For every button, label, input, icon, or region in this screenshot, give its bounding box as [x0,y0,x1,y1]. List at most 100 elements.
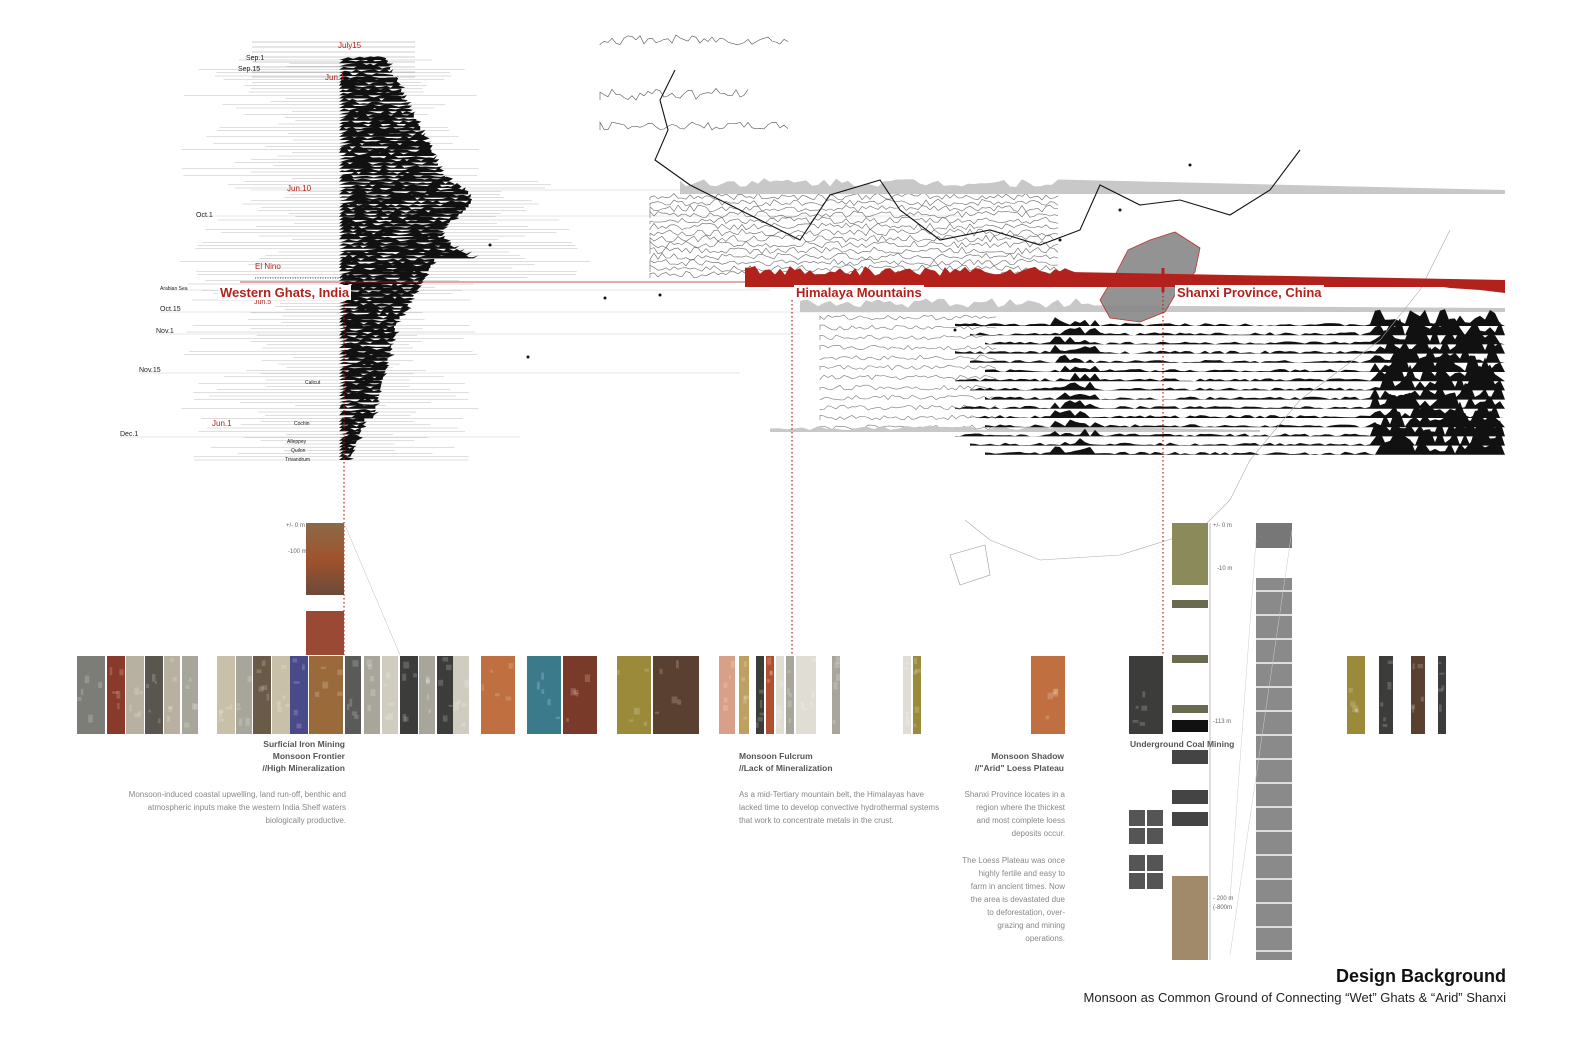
coal-core-sample [1172,600,1208,608]
ghats-profile-slice [339,445,355,451]
core-divider [1256,614,1292,616]
city-dot [658,293,662,297]
texture-speck [349,698,353,707]
ghats-profile-slice [339,115,417,121]
core-divider [1256,902,1292,904]
coal-thumbnail [1147,873,1163,889]
texture-speck [145,684,149,689]
texture-speck [134,687,139,695]
ghats-profile-slice [339,330,400,336]
texture-speck [403,661,410,669]
city-dot [953,328,957,332]
core-leader-line [1229,529,1293,956]
texture-speck [88,714,93,723]
mineral-texture-strip [217,656,235,734]
terrain-line [649,246,1059,255]
texture-speck [655,711,660,714]
mineral-texture-strip [290,656,308,734]
label-arabian-sea: Arabian Sea [160,286,188,292]
date-jun5: Jun.5 [254,299,272,306]
ghats-profile-slice [339,247,465,252]
mineral-texture-strip [364,656,380,734]
ghats-profile-slice [339,394,379,400]
mineral-texture-strip [527,656,561,734]
coal-core-sample [1172,790,1208,804]
core-divider [1256,926,1292,928]
place-shanxi: Shanxi Province, China [1175,285,1324,300]
date-el-nino: El Nino [255,262,281,271]
texture-speck [139,691,143,695]
texture-speck [767,680,770,683]
date-sep15: Sep.15 [238,66,261,73]
texture-speck [320,666,327,669]
ghats-profile-slice [339,378,382,384]
coal-core-sample [1172,876,1208,960]
mineral-texture-strip [345,656,361,734]
page-subtitle: Monsoon as Common Ground of Connecting “… [1083,990,1506,1005]
texture-speck [134,713,140,718]
city-dot [1188,163,1192,167]
texture-speck [786,688,790,694]
city-dot [1118,208,1122,212]
mineral-texture-strip [832,656,840,734]
texture-speck [1047,692,1053,700]
texture-speck [1348,687,1353,693]
terrain-line [819,384,997,391]
texture-speck [413,673,418,678]
ghats-profile-slice [339,391,380,396]
texture-speck [352,660,359,667]
ghats-profile-slice [339,211,460,217]
texture-speck [192,703,197,710]
texture-speck [584,674,591,683]
ghats-profile-slice [339,285,422,291]
texture-speck [741,677,746,682]
terrain-line [819,344,997,351]
ghats-profile-slice [339,362,390,368]
city-dot [488,243,492,247]
ghats-profile-slice [339,343,392,348]
ghats-profile-slice [339,401,381,406]
mineral-texture-strip [1129,656,1163,734]
ghats-profile-slice [339,138,432,144]
texture-speck [573,690,579,695]
texture-speck [226,707,232,710]
texture-speck [402,673,407,681]
monsoon-red-profile [745,266,1505,287]
ghats-profile-slice [339,410,380,416]
texture-speck [1142,691,1146,698]
ghats-profile-slice [339,272,430,278]
texture-speck [1045,715,1050,720]
terrain-line [649,258,1059,267]
texture-speck [1350,701,1356,707]
texture-speck [337,691,343,696]
china-terrain-slice [985,438,1505,455]
terrain-line [819,324,997,331]
texture-speck [229,704,233,708]
texture-speck [370,689,376,697]
texture-speck [426,694,429,701]
ghats-profile-slice [339,96,408,102]
monsoon-date-lines [120,41,1030,461]
ghats-profile-slice [339,101,412,105]
china-terrain-slice [955,336,1505,354]
ghats-profile-slice [339,403,376,409]
texture-speck [723,682,728,688]
texture-speck [277,706,282,713]
mineral-texture-strip [126,656,144,734]
china-terrain-slice [985,410,1505,428]
mineral-texture-strip [437,656,453,734]
texture-speck [1141,705,1148,711]
ghats-profile-slice [339,173,446,179]
terrain-line [649,198,1059,207]
texture-speck [914,706,920,713]
coal-core-sample [1172,523,1208,585]
texture-speck [723,705,728,711]
terrain-line [649,240,1059,249]
texture-speck [788,692,792,697]
mineral-texture-strip [481,656,515,734]
texture-speck [769,670,773,676]
texture-speck [138,711,142,717]
ghats-profile-slice [339,135,430,140]
ghats-profile-slice [339,449,356,454]
drill-core-columns [306,522,1293,960]
